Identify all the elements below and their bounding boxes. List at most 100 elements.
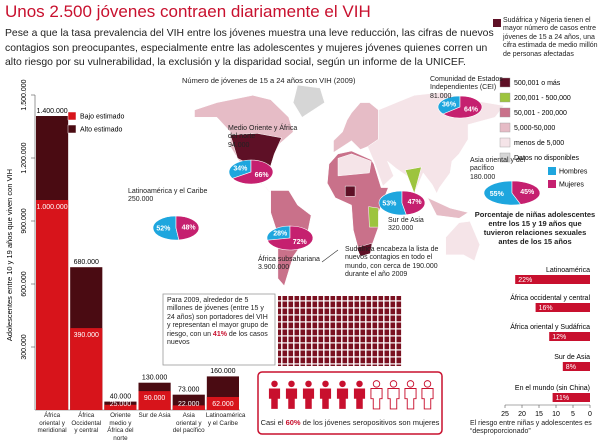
region-name: África subsahariana (258, 256, 320, 263)
y-tick-label: 300.000 (21, 334, 28, 359)
note-marker (493, 19, 501, 27)
legend-swatch (499, 107, 511, 118)
usa (230, 133, 282, 169)
intro: Pese a que la tasa prevalencia del VIH e… (5, 28, 494, 68)
region-total: 180.000 (470, 173, 496, 181)
india (404, 166, 422, 195)
callout-text: Casi el (260, 418, 286, 427)
pie-label: 47% (408, 199, 423, 206)
bar (104, 404, 137, 410)
value-label: 1.000.000 (37, 204, 68, 211)
pie-wedge (378, 190, 407, 216)
x-tick-label: 5 (571, 411, 575, 418)
value-label: 130.000 (142, 375, 167, 382)
north-africa (337, 153, 372, 177)
callout-box (162, 293, 276, 366)
map-title: Número de jóvenes de 15 a 24 años con VI… (182, 76, 356, 85)
value-label: 12% (552, 334, 566, 341)
value-label: 11% (556, 395, 570, 402)
callout-highlight: 60% (285, 418, 301, 427)
callout-text: de los jóvenes seropositivos son mujeres (300, 418, 440, 427)
x-tick-label: África oriental y meridional (37, 412, 67, 435)
title: Unos 2.500 jóvenes contraen diariamente … (5, 2, 371, 21)
pie-label: 66% (255, 172, 270, 179)
legend-label: Bajo estimado (80, 113, 124, 120)
value-label: 73.000 (178, 387, 200, 394)
x-tick-label: 10 (552, 411, 560, 418)
bar (172, 405, 205, 410)
bar (549, 332, 590, 341)
region-total: 320.000 (388, 225, 414, 233)
world-map (194, 84, 505, 287)
callout-text: Para 2009, alrededor de 5 millones de jó… (167, 297, 269, 338)
value-label: 390.000 (74, 332, 99, 339)
value-label: 1.400.000 (37, 108, 68, 115)
bar (70, 328, 103, 410)
x-tick-label: Oriente medio y África del norte (107, 412, 134, 442)
callout-text: de los casos nuevos (167, 330, 268, 346)
value-label: 8% (566, 364, 576, 371)
legend-label: Hombres (559, 168, 588, 175)
greenland (292, 84, 325, 118)
y-axis-label: Adolescentes entre 10 y 19 años que vive… (5, 169, 14, 341)
annotation-leader (321, 249, 339, 263)
bar (36, 200, 69, 410)
category-label: En el mundo (sin China) (515, 385, 590, 392)
barh-title: Porcentaje de niñas adolescentes entre l… (474, 210, 596, 246)
bar (535, 303, 590, 312)
nigeria (344, 185, 356, 197)
pie-wedge (442, 95, 483, 119)
region-total: 81.000 (430, 92, 452, 100)
region-label: Sur de Asia 320.000 (388, 217, 448, 234)
x-tick-label: Asia oriental y del pacífico (172, 412, 205, 435)
pie-wedge (511, 180, 541, 205)
legend-label: Alto estimado (80, 126, 123, 133)
x-tick-label: 15 (535, 411, 543, 418)
pie-wedge (175, 215, 200, 241)
australia (445, 221, 481, 262)
pie-wedge (483, 180, 522, 206)
bar (138, 391, 171, 410)
x-tick-label: Latinoamérica y el Caribe (205, 412, 246, 427)
x-tick-label: África Occidental y central (71, 412, 102, 435)
legend-swatch (499, 152, 511, 163)
region-name: Comunidad de Estados Independientes (CEI… (430, 76, 503, 92)
legend-swatch (499, 92, 511, 103)
category-label: África occidental y central (510, 293, 590, 302)
region-name: Latinoamérica y el Caribe (128, 188, 208, 195)
x-tick-label: 20 (518, 411, 526, 418)
pie-label: 55% (490, 191, 505, 198)
bar (552, 393, 590, 402)
women-box (257, 371, 443, 435)
region-name: Medio Oriente y África del norte (228, 125, 298, 141)
legend-swatch (548, 180, 556, 188)
value-label: 16% (539, 305, 553, 312)
region-total: 3.900.000 (258, 264, 290, 272)
legend-swatch (67, 111, 77, 121)
region-label: Latinoamérica y el Caribe 250.000 (128, 188, 218, 205)
east-africa (368, 206, 379, 228)
europe (333, 102, 379, 153)
legend-swatch (499, 122, 511, 133)
youth-callout: Para 2009, alrededor de 5 millones de jó… (167, 297, 273, 347)
x-tick-label: Sur de Asia (138, 412, 171, 419)
pie-label: 53% (382, 200, 397, 207)
y-tick-label: 1.500.000 (21, 79, 28, 110)
value-label: 40.000 (110, 393, 132, 400)
pie-label: 28% (273, 231, 288, 238)
x-tick-label: 25 (501, 411, 509, 418)
barh-footnote: El riesgo entre niñas y adolescentes es … (470, 420, 592, 436)
pie-label: 48% (182, 224, 197, 231)
value-label: 680.000 (74, 259, 99, 266)
category-label: Sur de Asia (554, 354, 590, 361)
y-tick-label: 1.200.000 (21, 142, 28, 173)
region-name: Sur de Asia (388, 217, 424, 224)
value-label: 62.000 (212, 401, 234, 408)
value-label: 22% (518, 277, 532, 284)
legend-swatch (499, 137, 511, 148)
pie-label: 52% (156, 225, 171, 232)
pie-label: 64% (464, 106, 479, 113)
women-callout: Casi el 60% de los jóvenes seropositivos… (260, 418, 440, 427)
